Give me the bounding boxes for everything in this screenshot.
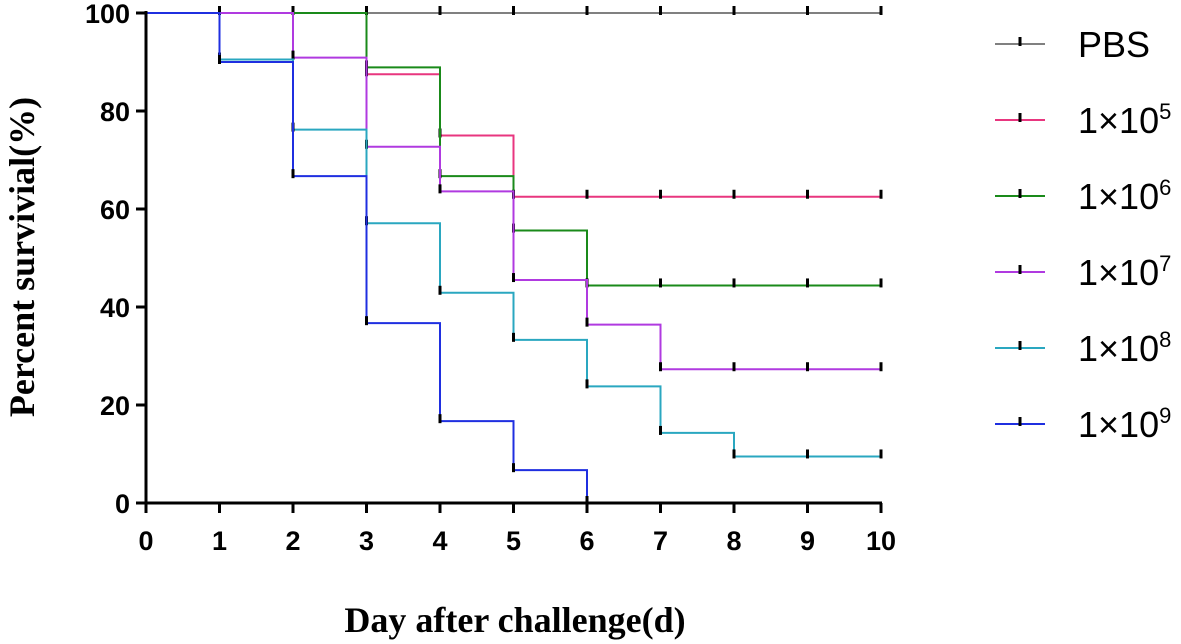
y-tick-label: 60 [100, 195, 130, 225]
y-axis-title: Percent survivial(%) [2, 97, 42, 417]
x-tick-label: 0 [138, 526, 153, 556]
x-tick-label: 5 [506, 526, 521, 556]
legend-label: 1×106 [1078, 175, 1171, 217]
y-tick-label: 0 [115, 489, 130, 519]
legend-label-base: 1×10 [1078, 100, 1159, 141]
series-layer [146, 6, 883, 505]
x-tick-label: 7 [653, 526, 668, 556]
series-line [146, 12, 881, 287]
legend-item-5: 1×109 [995, 403, 1171, 445]
legend-label: 1×107 [1078, 251, 1171, 293]
x-tick-label: 3 [359, 526, 374, 556]
x-tick-label: 6 [579, 526, 594, 556]
y-tick-label: 100 [85, 0, 130, 29]
legend-label-exponent: 8 [1159, 327, 1171, 352]
legend-label-exponent: 5 [1159, 99, 1171, 124]
legend-label: 1×108 [1078, 327, 1171, 369]
legend-label: 1×105 [1078, 99, 1171, 141]
y-tick-label: 40 [100, 293, 130, 323]
legend-label: 1×109 [1078, 403, 1171, 445]
legend-label-exponent: 6 [1159, 175, 1171, 200]
legend-label-exponent: 7 [1159, 251, 1171, 276]
y-tick-label: 80 [100, 97, 130, 127]
legend-label: PBS [1078, 24, 1150, 65]
legend-label-base: 1×10 [1078, 404, 1159, 445]
x-axis-title: Day after challenge(d) [344, 600, 685, 640]
series-line [146, 12, 881, 198]
legend-item-3: 1×107 [995, 251, 1171, 293]
y-tick-label: 20 [100, 391, 130, 421]
series-line [146, 12, 881, 371]
x-tick-label: 4 [432, 526, 447, 556]
axes-layer: 0 20 40 60 80 100 0 1 2 3 4 5 6 7 8 9 10 [85, 0, 896, 556]
legend-label-exponent: 9 [1159, 403, 1171, 428]
series-1 [146, 6, 883, 199]
series-line [146, 12, 881, 458]
legend-item-0: PBS [995, 24, 1150, 65]
legend-label-base: 1×10 [1078, 328, 1159, 369]
x-tick-label: 9 [800, 526, 815, 556]
legend-label-base: 1×10 [1078, 176, 1159, 217]
legend-item-2: 1×106 [995, 175, 1171, 217]
x-tick-label: 8 [726, 526, 741, 556]
legend-label-base: 1×10 [1078, 252, 1159, 293]
x-tick-label: 1 [212, 526, 227, 556]
x-tick-label: 10 [866, 526, 896, 556]
series-5 [146, 12, 589, 505]
x-tick-label: 2 [285, 526, 300, 556]
legend-item-4: 1×108 [995, 327, 1171, 369]
legend-item-1: 1×105 [995, 99, 1171, 141]
